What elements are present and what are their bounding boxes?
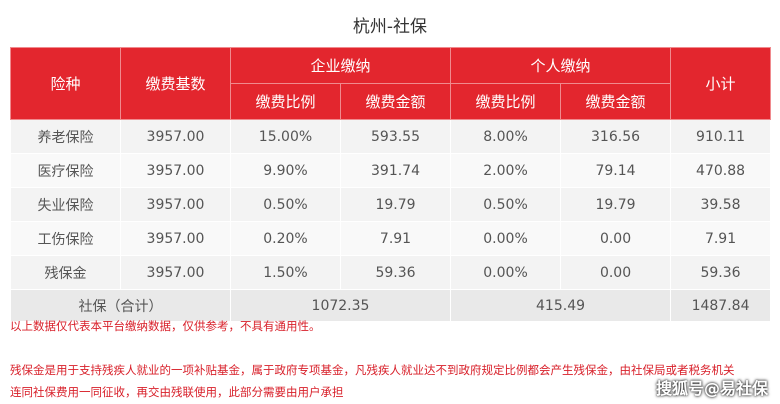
table-cell: 1072.35 [229, 289, 452, 322]
table-cell: 7.91 [339, 221, 452, 256]
table-cell: 59.36 [670, 255, 772, 290]
table-cell: 3957.00 [120, 255, 231, 290]
title: 杭州-社保 [352, 17, 428, 37]
description-line: 连同社保费用一同征收，再交由残联使用，此部分需要由用户承担 [10, 385, 344, 399]
table-cell: 415.49 [450, 289, 672, 322]
table-cell: 社保（合计） [10, 289, 231, 322]
table-cell: 391.74 [339, 153, 452, 188]
table-cell: 失业保险 [10, 187, 121, 222]
table-cell: 0.50% [230, 187, 341, 222]
table-row: 残保金 3957.00 1.50% 59.36 0.00% 0.00 59.36 [10, 255, 772, 290]
table-cell: 19.79 [339, 187, 452, 222]
table-cell: 0.00 [560, 255, 672, 290]
watermark: 搜狐号@易社保 [655, 379, 768, 398]
table-cell: 养老保险 [10, 119, 121, 154]
table-cell: 39.58 [670, 187, 772, 222]
table-row: 工伤保险 3957.00 0.20% 7.91 0.00% 0.00 7.91 [10, 221, 772, 256]
table-cell: 910.11 [670, 119, 772, 154]
header-cell: 缴费金额 [560, 83, 672, 120]
table-cell: 1487.84 [670, 289, 772, 322]
header-cell: 缴费基数 [120, 47, 231, 120]
description-line: 残保金是用于支持残疾人就业的一项补贴基金，属于政府专项基金，凡残疾人就业达不到政… [10, 363, 735, 377]
table-cell: 0.00 [560, 221, 672, 256]
table-cell: 316.56 [560, 119, 672, 154]
table-cell: 3957.00 [120, 153, 231, 188]
table-cell: 3957.00 [120, 119, 231, 154]
social-security-table: 险种 缴费基数 企业缴纳 个人缴纳 小计 缴费比例 缴费金额 缴费比例 缴费金额… [10, 47, 772, 322]
table-cell: 0.20% [230, 221, 341, 256]
table-cell: 2.00% [450, 153, 562, 188]
header-cell: 企业缴纳 [229, 47, 452, 84]
table-row: 养老保险 3957.00 15.00% 593.55 8.00% 316.56 910.11 [10, 119, 772, 154]
table-cell: 0.50% [450, 187, 562, 222]
header-cell: 缴费比例 [450, 83, 562, 120]
table-cell: 工伤保险 [10, 221, 121, 256]
header-cell: 险种 [10, 47, 121, 120]
header-cell: 个人缴纳 [450, 47, 672, 84]
table-cell: 残保金 [10, 255, 121, 290]
total-row: 社保（合计） 1072.35 415.49 1487.84 [10, 289, 772, 322]
table-cell: 79.14 [560, 153, 672, 188]
table-cell: 0.00% [450, 255, 562, 290]
table-cell: 9.90% [230, 153, 341, 188]
table-cell: 470.88 [670, 153, 772, 188]
table-row: 医疗保险 3957.00 9.90% 391.74 2.00% 79.14 470.88 [10, 153, 772, 188]
table-body: 养老保险 3957.00 15.00% 593.55 8.00% 316.56 910.11… [10, 119, 772, 322]
table-cell: 7.91 [670, 221, 772, 256]
table-cell: 593.55 [339, 119, 452, 154]
table-cell: 8.00% [450, 119, 562, 154]
table-cell: 15.00% [230, 119, 341, 154]
table-cell: 19.79 [560, 187, 672, 222]
table-cell: 1.50% [230, 255, 341, 290]
table-row: 失业保险 3957.00 0.50% 19.79 0.50% 19.79 39.58 [10, 187, 772, 222]
header-cell: 小计 [670, 47, 772, 120]
table-cell: 59.36 [339, 255, 452, 290]
disclaimer: 以上数据仅代表本平台缴纳数据，仅供参考，不具有通用性。 [10, 319, 321, 333]
header-cell: 缴费金额 [339, 83, 452, 120]
table-cell: 3957.00 [120, 187, 231, 222]
header-cell: 缴费比例 [230, 83, 341, 120]
table-cell: 0.00% [450, 221, 562, 256]
table-cell: 医疗保险 [10, 153, 121, 188]
table-cell: 3957.00 [120, 221, 231, 256]
